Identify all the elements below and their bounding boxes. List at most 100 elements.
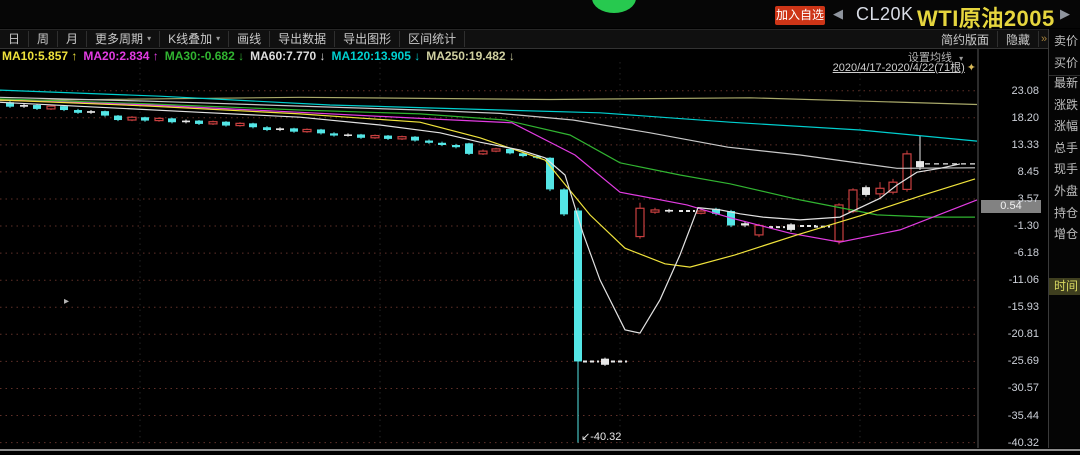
candle-13-body [182,120,190,123]
candle-18-body [249,123,257,128]
menu-item-9[interactable]: 区间统计 [400,30,466,47]
candle-36-body [491,148,501,152]
axis-price-label: 18.20 [1011,111,1039,124]
candle-2-body [33,105,41,109]
panel-row-增仓: 增仓 [1054,227,1079,242]
candle-10-body [141,117,149,121]
panel-row-最新: 最新 [1054,76,1079,90]
ma-lines [0,89,978,334]
candle-62-body [875,187,885,195]
candle-6-body [87,111,95,113]
date-range-link[interactable]: 2020/4/17-2020/4/22(71根) ✦ [832,62,976,74]
candle-20-body [276,128,284,131]
candle-48-body [665,209,673,212]
menu-item-8[interactable]: 导出图形 [335,30,401,47]
axis-price-label: -1.30 [1013,220,1039,233]
candles [6,101,924,443]
candle-61-body [862,187,870,195]
title-bar: 加入自选 ◀ CL20K WTI原油2005 ▶ [0,0,1080,31]
toolbar-right: 简约版面 隐藏» [933,30,1047,48]
candle-19-body [263,127,271,131]
toolbar: 日周月更多周期 ▾ K线叠加 ▾ 画线 导出数据 导出图形 区间统计 简约版面 隐藏» [0,29,1048,49]
chevron-down-icon: ▾ [147,34,152,43]
axis-price-label: -11.06 [1008,274,1039,287]
chevron-down-icon: ▾ [216,34,221,43]
next-instrument-icon[interactable]: ▶ [1060,6,1070,21]
candle-64-body [902,153,912,190]
prev-instrument-icon[interactable]: ◀ [833,6,843,21]
candlestick-chart[interactable]: ↙-40.32 [0,0,978,455]
v-gridlines [139,62,861,447]
toolbar-items: 日周月更多周期 ▾ K线叠加 ▾ 画线 导出数据 导出图形 区间统计 [0,30,466,48]
instrument-name: WTI原油2005 [917,6,1055,31]
candle-7-body [101,111,109,116]
axis-price-label: 13.33 [1011,138,1039,151]
menu-item-6[interactable]: 画线 [229,30,271,47]
app-logo-icon [592,0,636,13]
quote-panel-time-tab[interactable]: 时间 [1049,278,1080,295]
panel-row-现手: 现手 [1054,162,1079,177]
panel-expand-icon[interactable]: ▸ [64,296,70,307]
candle-29-body [397,136,407,140]
toolbar-right-item-1[interactable]: 简约版面 [933,31,999,47]
axis-price-label: -20.81 [1007,328,1039,341]
candle-26-body [357,134,365,138]
panel-row-外盘: 外盘 [1054,184,1079,198]
candle-41-body [560,189,568,215]
axis-price-label: -40.32 [1007,436,1039,449]
axis-price-label: -30.57 [1007,382,1039,395]
panel-row-买价: 买价 [1054,56,1079,70]
ma-legend-item-ma20: MA20:2.834 ↑ [83,49,159,63]
window-bottom-border [0,449,1080,451]
candle-30-body [411,136,419,141]
ma-line-ma5 [0,101,961,334]
ma-line-ma60 [0,96,976,169]
candle-9-body [127,116,137,121]
price-axis: 0.54 23.08 18.20 13.33 8.45 3.57 -1.30 -6.18 -1… [978,0,1049,449]
candle-53-body [741,223,749,226]
candle-24-body [330,133,338,136]
menu-item-1[interactable]: 日 [0,30,30,47]
candle-46-body [635,207,645,238]
chevron-down-icon: ▾ [959,54,964,63]
candle-34-body [465,143,473,154]
menu-item-5[interactable]: K线叠加 ▾ [160,30,230,47]
candle-47-body [650,209,660,213]
ma-line-ma120 [0,89,978,142]
candle-16-body [222,121,230,126]
axis-price-label: 3.57 [1017,193,1039,205]
ma-line-ma10 [0,99,976,268]
toolbar-right-item-2[interactable]: 隐藏 [998,31,1040,47]
candle-63-body [888,181,898,193]
ma-legend-item-ma30: MA30:-0.682 ↓ [164,49,245,63]
candle-23-body [317,129,325,134]
candle-1-body [20,105,28,107]
collapse-panel-icon[interactable]: » [1041,33,1048,45]
menu-item-7[interactable]: 导出数据 [270,30,336,47]
ma-settings-button[interactable]: 设置均线 ▾ [908,52,964,64]
low-price-annotation: ↙-40.32 [581,431,621,443]
candle-54-body [754,224,764,236]
candle-65-body [916,161,924,168]
ma-line-ma30 [0,98,975,218]
menu-item-3[interactable]: 月 [58,30,88,47]
candle-15-body [208,121,218,125]
ma-legend-item-ma250: MA250:19.482 ↓ [426,49,515,63]
candle-60-body [848,189,858,213]
candle-37-body [506,148,514,154]
instrument-code: CL20K [856,4,914,24]
candle-5-body [74,110,82,113]
menu-item-2[interactable]: 周 [29,30,59,47]
candle-50-body [696,210,706,214]
candle-28-body [384,135,392,139]
axis-price-label: -35.44 [1007,409,1039,422]
axis-price-label: 23.08 [1011,84,1039,97]
ma-legend-item-ma60: MA60:7.770 ↓ [250,49,326,63]
panel-row-总手: 总手 [1054,140,1079,155]
add-to-watchlist-button[interactable]: 加入自选 [775,6,825,25]
candle-31-body [425,140,433,143]
candle-38-body [519,153,527,157]
ma-legend: MA10:5.857 ↑ MA20:2.834 ↑ MA30:-0.682 ↓ MA6… [2,47,521,63]
menu-item-4[interactable]: 更多周期 ▾ [87,30,161,47]
panel-row-卖价: 卖价 [1054,34,1079,48]
